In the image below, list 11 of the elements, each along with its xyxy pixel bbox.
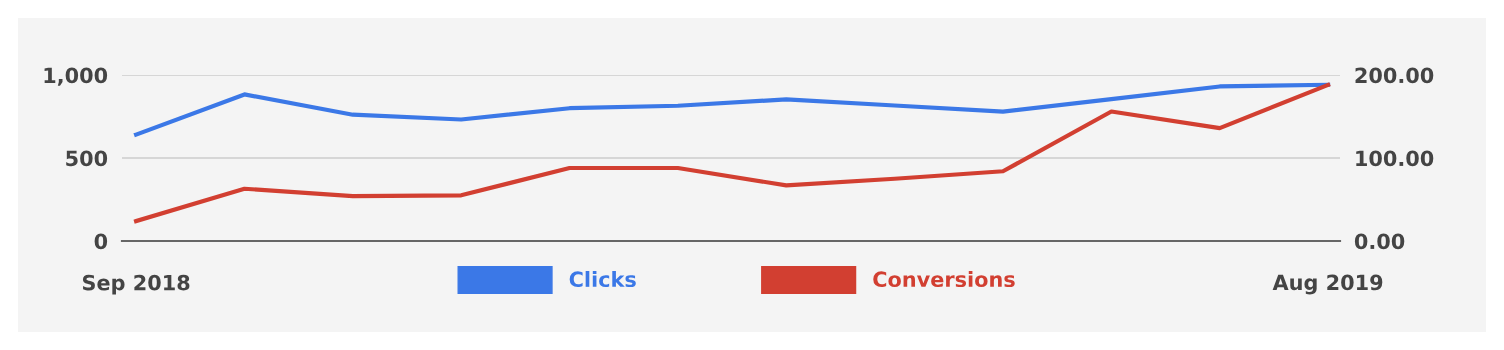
legend-label: Conversions	[873, 270, 1015, 288]
y-tick-label: 0	[94, 233, 108, 250]
y-tick-label: 500	[66, 150, 108, 167]
y2-tick-label: 0.00	[1354, 233, 1405, 250]
x-tick-label: Aug 2019	[1272, 274, 1383, 295]
y-tick-label: 1,000	[44, 67, 108, 86]
y2-tick-label: 200.00	[1355, 67, 1434, 84]
legend-label: Clicks	[569, 270, 636, 288]
x-tick-label: Sep 2018	[82, 274, 190, 295]
y2-tick-label: 100.00	[1356, 150, 1434, 167]
line-series	[134, 82, 1331, 224]
